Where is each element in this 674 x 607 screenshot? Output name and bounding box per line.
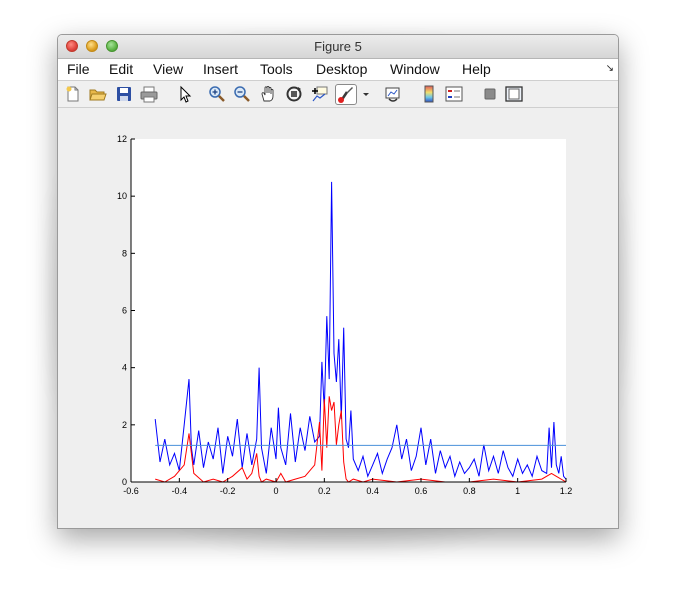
pointer-icon[interactable]	[176, 85, 194, 103]
window-title: Figure 5	[314, 39, 362, 54]
x-tick-label: 0	[273, 486, 278, 496]
menu-desktop[interactable]: Desktop	[316, 61, 368, 77]
x-tick-label: 0.8	[463, 486, 476, 496]
x-tick-label: 0.6	[415, 486, 428, 496]
x-tick-label: -0.4	[172, 486, 188, 496]
title-bar[interactable]: Figure 5	[58, 35, 618, 59]
figure-window: Figure 5 File Edit View Insert Tools Des…	[57, 34, 619, 529]
hide-plot-tools-icon[interactable]	[481, 85, 499, 103]
zoom-window-button[interactable]	[106, 40, 118, 52]
save-icon[interactable]	[115, 85, 133, 103]
menu-view[interactable]: View	[153, 61, 184, 77]
menu-help[interactable]: Help	[462, 61, 491, 77]
series-line-0	[154, 181, 567, 480]
new-figure-icon[interactable]	[64, 85, 82, 103]
y-tick-label: 10	[117, 191, 127, 201]
show-plot-tools-icon[interactable]	[505, 85, 523, 103]
menu-tools[interactable]: Tools	[260, 61, 293, 77]
figure-canvas[interactable]: -0.6 -0.4 -0.2 0 0.2 0.4 0.6 0.8 1 1.2 0 2 4 6 8 10 12	[58, 108, 618, 528]
x-tick-label: 0.2	[318, 486, 331, 496]
figure-toolbar	[58, 81, 618, 108]
legend-icon[interactable]	[445, 85, 463, 103]
zoom-in-icon[interactable]	[208, 85, 226, 103]
axes-background	[131, 139, 566, 482]
dock-arrow-icon[interactable]: ↘	[605, 63, 614, 74]
y-tick-label: 6	[122, 306, 127, 316]
menu-bar: File Edit View Insert Tools Desktop Wind…	[58, 59, 618, 81]
menu-edit[interactable]: Edit	[109, 61, 134, 77]
open-file-icon[interactable]	[89, 85, 107, 103]
y-tick-label: 4	[122, 363, 127, 373]
y-tick-label: 8	[122, 248, 127, 258]
line-chart[interactable]: -0.6 -0.4 -0.2 0 0.2 0.4 0.6 0.8 1 1.2 0 2 4 6 8 10 12	[58, 108, 618, 528]
x-tick-label: 1.2	[560, 486, 573, 496]
x-tick-label: -0.2	[220, 486, 236, 496]
menu-window[interactable]: Window	[390, 61, 440, 77]
y-tick-label: 12	[117, 134, 127, 144]
brush-dropdown-icon[interactable]	[361, 85, 371, 103]
rotate-3d-icon[interactable]	[285, 85, 303, 103]
close-window-button[interactable]	[66, 40, 78, 52]
y-tick-label: 2	[122, 420, 127, 430]
brush-icon[interactable]	[335, 84, 357, 105]
x-tick-label: 1	[515, 486, 520, 496]
x-tick-label: 0.4	[366, 486, 379, 496]
y-tick-label: 0	[122, 477, 127, 487]
print-icon[interactable]	[140, 85, 158, 103]
x-tick-label: -0.6	[123, 486, 139, 496]
zoom-out-icon[interactable]	[233, 85, 251, 103]
menu-insert[interactable]: Insert	[203, 61, 239, 77]
colorbar-icon[interactable]	[420, 85, 438, 103]
pan-hand-icon[interactable]	[259, 85, 277, 103]
menu-file[interactable]: File	[67, 61, 90, 77]
link-plot-icon[interactable]	[384, 85, 402, 103]
minimize-window-button[interactable]	[86, 40, 98, 52]
data-cursor-icon[interactable]	[310, 85, 328, 103]
